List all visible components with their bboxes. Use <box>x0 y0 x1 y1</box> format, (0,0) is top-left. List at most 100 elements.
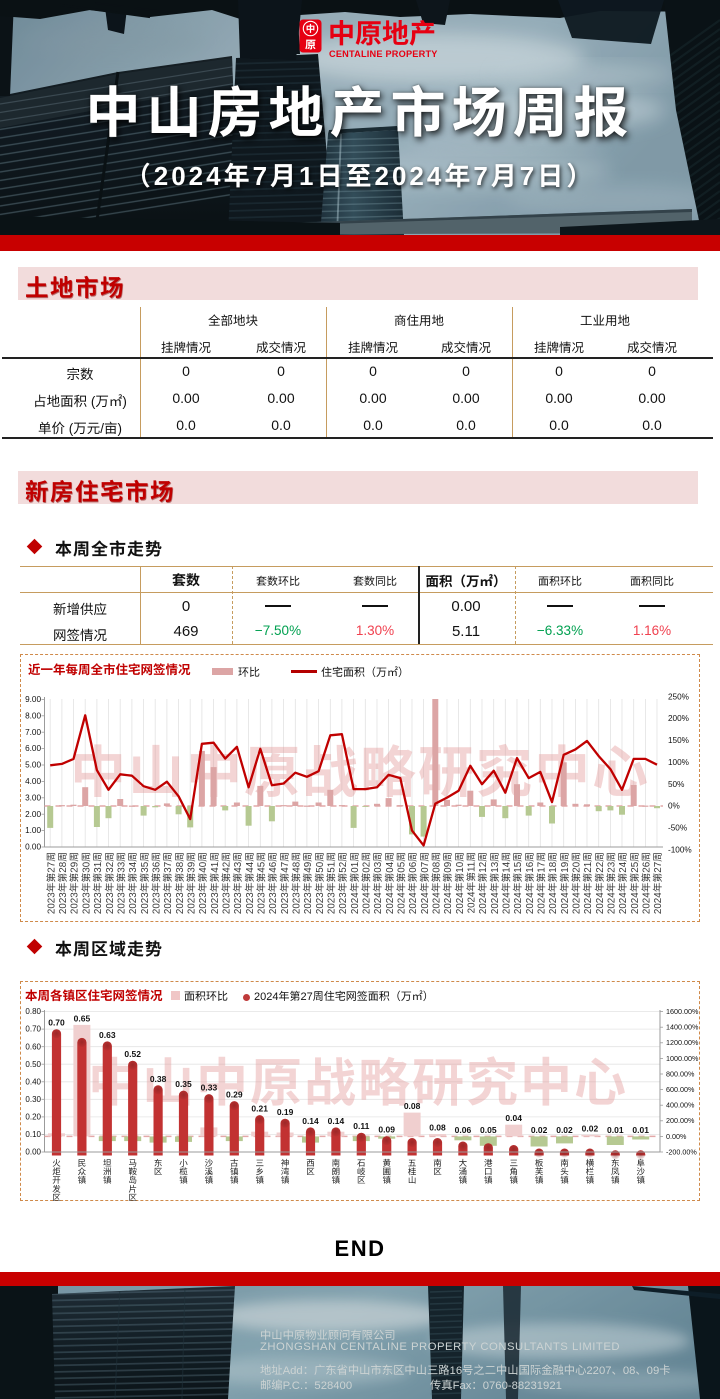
svg-text:0.70: 0.70 <box>25 1025 41 1034</box>
svg-text:2024年第03周: 2024年第03周 <box>372 852 384 914</box>
svg-text:0.60: 0.60 <box>25 1042 41 1051</box>
svg-text:0.08: 0.08 <box>429 1123 446 1133</box>
svg-text:南区: 南区 <box>433 1158 442 1177</box>
svg-text:250%: 250% <box>668 692 689 701</box>
svg-text:0.30: 0.30 <box>25 1095 41 1104</box>
svg-text:2023年第39周: 2023年第39周 <box>185 852 197 914</box>
svg-text:2024年第22周: 2024年第22周 <box>594 852 606 914</box>
svg-text:0.02: 0.02 <box>531 1125 548 1135</box>
svg-text:2024年第14周: 2024年第14周 <box>501 852 513 914</box>
svg-text:400.00%: 400.00% <box>666 1101 695 1110</box>
svg-text:800.00%: 800.00% <box>666 1069 695 1078</box>
svg-text:6.00: 6.00 <box>25 744 41 753</box>
svg-text:2024年第12周: 2024年第12周 <box>477 852 489 914</box>
svg-text:2023年第41周: 2023年第41周 <box>209 852 221 914</box>
svg-text:0.19: 0.19 <box>277 1107 294 1117</box>
svg-text:4.00: 4.00 <box>25 777 41 786</box>
svg-text:2023年第27周: 2023年第27周 <box>45 852 57 914</box>
svg-text:2023年第51周: 2023年第51周 <box>326 852 338 914</box>
svg-text:古镇镇: 古镇镇 <box>230 1158 239 1185</box>
svg-text:2024年第15周: 2024年第15周 <box>512 852 524 914</box>
svg-text:2023年第46周: 2023年第46周 <box>267 852 279 914</box>
svg-text:2023年第50周: 2023年第50周 <box>314 852 326 914</box>
svg-text:8.00: 8.00 <box>25 711 41 720</box>
svg-text:2023年第48周: 2023年第48周 <box>291 852 303 914</box>
svg-text:-100%: -100% <box>668 845 692 854</box>
svg-text:0.04: 0.04 <box>505 1113 522 1123</box>
svg-text:2023年第42周: 2023年第42周 <box>220 852 232 914</box>
svg-text:0.08: 0.08 <box>404 1101 421 1111</box>
svg-text:板芙镇: 板芙镇 <box>535 1158 544 1185</box>
svg-text:0.01: 0.01 <box>632 1125 649 1135</box>
svg-text:0.01: 0.01 <box>607 1125 624 1135</box>
svg-text:2024年第21周: 2024年第21周 <box>582 852 594 914</box>
svg-text:南头镇: 南头镇 <box>560 1158 569 1185</box>
svg-text:2024年第10周: 2024年第10周 <box>454 852 466 914</box>
svg-text:黄圃镇: 黄圃镇 <box>382 1158 391 1185</box>
svg-text:150%: 150% <box>668 736 689 745</box>
svg-text:2024年第20周: 2024年第20周 <box>571 852 583 914</box>
svg-text:2023年第43周: 2023年第43周 <box>232 852 244 914</box>
svg-text:2023年第32周: 2023年第32周 <box>104 852 116 914</box>
svg-text:0.21: 0.21 <box>251 1104 268 1114</box>
svg-text:600.00%: 600.00% <box>666 1085 695 1094</box>
svg-text:0.65: 0.65 <box>74 1013 91 1023</box>
svg-text:3.00: 3.00 <box>25 793 41 802</box>
svg-text:2023年第34周: 2023年第34周 <box>127 852 139 914</box>
svg-text:0.33: 0.33 <box>201 1083 218 1093</box>
svg-text:0.09: 0.09 <box>378 1125 395 1135</box>
svg-text:五桂山: 五桂山 <box>408 1158 417 1185</box>
svg-text:0.05: 0.05 <box>480 1125 497 1135</box>
svg-text:0.35: 0.35 <box>175 1079 192 1089</box>
svg-text:2024年第09周: 2024年第09周 <box>442 852 454 914</box>
svg-text:0.52: 0.52 <box>124 1049 141 1059</box>
svg-text:沙溪镇: 沙溪镇 <box>205 1158 214 1185</box>
svg-text:南朗镇: 南朗镇 <box>332 1158 341 1185</box>
svg-text:50%: 50% <box>668 780 684 789</box>
svg-text:2023年第45周: 2023年第45周 <box>256 852 268 914</box>
svg-text:2024年第01周: 2024年第01周 <box>349 852 361 914</box>
svg-text:民众镇: 民众镇 <box>78 1158 87 1185</box>
svg-text:2023年第38周: 2023年第38周 <box>174 852 186 914</box>
svg-text:中山中原战略研究中心: 中山中原战略研究中心 <box>88 1055 628 1113</box>
svg-text:100%: 100% <box>668 758 689 767</box>
svg-text:9.00: 9.00 <box>25 695 41 704</box>
svg-text:阜沙镇: 阜沙镇 <box>636 1158 645 1185</box>
svg-text:2023年第36周: 2023年第36周 <box>150 852 162 914</box>
svg-text:0.02: 0.02 <box>582 1123 599 1133</box>
svg-text:0.20: 0.20 <box>25 1113 41 1122</box>
svg-text:0.29: 0.29 <box>226 1090 243 1100</box>
svg-text:0.10: 0.10 <box>25 1130 41 1139</box>
svg-text:7.00: 7.00 <box>25 728 41 737</box>
svg-text:2024年第11周: 2024年第11周 <box>466 852 478 913</box>
svg-text:2023年第37周: 2023年第37周 <box>162 852 174 914</box>
svg-text:2024年第06周: 2024年第06周 <box>407 852 419 914</box>
svg-text:1600.00%: 1600.00% <box>666 1007 699 1016</box>
svg-text:2024年第17周: 2024年第17周 <box>536 852 548 914</box>
svg-text:0.06: 0.06 <box>455 1125 472 1135</box>
svg-text:0%: 0% <box>668 802 680 811</box>
svg-text:2024年第04周: 2024年第04周 <box>384 852 396 914</box>
svg-text:2024年第24周: 2024年第24周 <box>617 852 629 914</box>
svg-text:0.40: 0.40 <box>25 1077 41 1086</box>
svg-text:中: 中 <box>306 21 316 35</box>
svg-text:2023年第35周: 2023年第35周 <box>139 852 151 914</box>
svg-text:0.80: 0.80 <box>25 1007 41 1016</box>
svg-text:0.11: 0.11 <box>353 1121 369 1131</box>
svg-text:三角镇: 三角镇 <box>509 1158 518 1185</box>
svg-text:2023年第31周: 2023年第31周 <box>92 852 104 914</box>
svg-text:1400.00%: 1400.00% <box>666 1023 699 1032</box>
svg-text:5.00: 5.00 <box>25 761 41 770</box>
svg-text:2024年第26周: 2024年第26周 <box>641 852 653 914</box>
svg-text:1000.00%: 1000.00% <box>666 1054 699 1063</box>
svg-text:2023年第44周: 2023年第44周 <box>244 852 256 914</box>
svg-text:200.00%: 200.00% <box>666 1116 695 1125</box>
svg-text:0.38: 0.38 <box>150 1074 167 1084</box>
svg-text:神湾镇: 神湾镇 <box>281 1158 290 1185</box>
svg-text:东区: 东区 <box>154 1158 163 1177</box>
svg-text:火炬开发区: 火炬开发区 <box>52 1158 61 1201</box>
svg-text:2023年第30周: 2023年第30周 <box>80 852 92 914</box>
svg-text:三乡镇: 三乡镇 <box>255 1158 264 1185</box>
svg-text:0.63: 0.63 <box>99 1030 116 1040</box>
svg-text:横栏镇: 横栏镇 <box>586 1158 595 1185</box>
